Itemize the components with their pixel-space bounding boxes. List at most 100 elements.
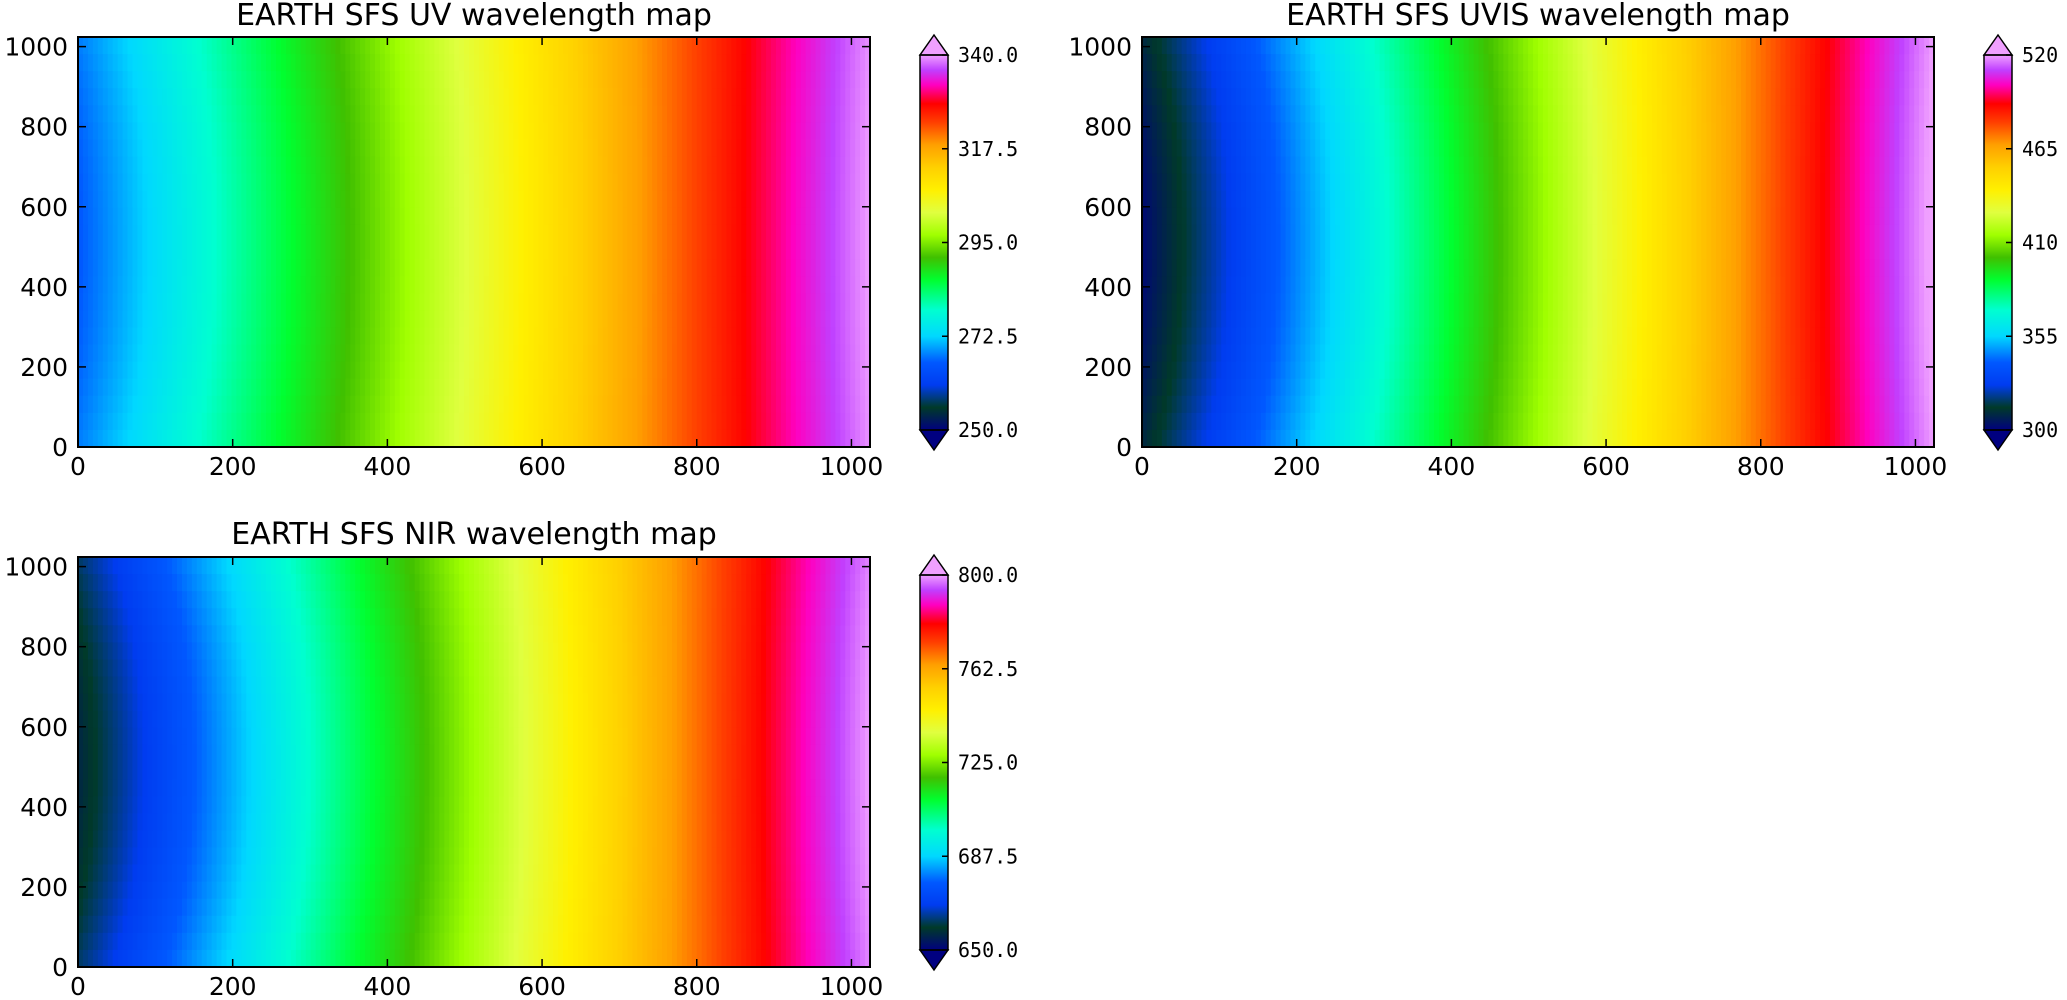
uv-heatmap-cell [82, 412, 89, 431]
uv-heatmap-cell [444, 88, 450, 106]
uv-heatmap-cell [761, 224, 767, 243]
uv-heatmap-cell [508, 54, 515, 72]
uv-heatmap-cell [107, 139, 114, 158]
uv-heatmap-cell [276, 395, 282, 414]
uv-heatmap-cell [107, 71, 114, 89]
uv-heatmap-cell [419, 37, 426, 55]
uv-heatmap-cell [751, 259, 757, 277]
uv-heatmap-cell [686, 293, 693, 311]
uv-heatmap-cell [731, 71, 737, 89]
uv-heatmap-cell [389, 242, 396, 260]
uv-heatmap-cell [810, 429, 817, 448]
uv-heatmap-cell [78, 395, 84, 414]
uv-heatmap-cell [637, 122, 643, 141]
uv-heatmap-cell [761, 293, 767, 311]
uv-heatmap-cell [142, 71, 148, 89]
uv-heatmap-cell [518, 395, 525, 414]
uv-heatmap-cell [152, 122, 158, 141]
uvis-heatmap-cell [1572, 88, 1579, 106]
uvis-heatmap-cell [1874, 37, 1881, 55]
uvis-heatmap-cell [1810, 88, 1816, 106]
uv-heatmap-cell [295, 71, 302, 89]
uvis-heatmap-cell [1607, 88, 1613, 106]
uv-heatmap-cell [855, 259, 861, 277]
uv-heatmap-cell [82, 378, 89, 397]
uv-heatmap-cell [716, 54, 723, 72]
uv-heatmap-cell [558, 54, 564, 72]
uv-heatmap-cell [642, 88, 648, 106]
uv-heatmap-cell [800, 412, 807, 431]
uvis-heatmap-cell [1201, 105, 1207, 124]
uv-heatmap-cell [424, 395, 431, 414]
uv-heatmap-cell [399, 361, 406, 380]
uv-heatmap-cell [568, 378, 574, 397]
uv-heatmap-cell [211, 224, 218, 243]
uv-heatmap-cell [612, 139, 619, 158]
uv-heatmap-cell [137, 122, 143, 141]
uv-heatmap-cell [271, 412, 277, 431]
uv-heatmap-cell [835, 276, 841, 294]
uv-heatmap-cell [582, 54, 589, 72]
uvis-heatmap-cell [1528, 139, 1534, 158]
uv-heatmap-cell [469, 173, 475, 192]
uvis-heatmap-cell [1849, 105, 1856, 124]
uv-heatmap-cell [246, 156, 252, 175]
uv-heatmap-cell [483, 344, 490, 363]
uv-heatmap-cell [236, 259, 242, 277]
uv-heatmap-cell [172, 293, 178, 311]
uv-heatmap-cell [860, 156, 866, 175]
uv-heatmap-cell [736, 207, 742, 226]
uv-heatmap-cell [672, 139, 678, 158]
uvis-heatmap-cell [1557, 122, 1564, 141]
uvis-heatmap-cell [1325, 139, 1331, 158]
uv-heatmap-cell [483, 378, 490, 397]
uv-heatmap-cell [305, 122, 312, 141]
uv-heatmap-cell [795, 429, 802, 448]
uvis-heatmap-cell [1810, 122, 1816, 141]
uv-heatmap-cell [206, 54, 213, 72]
uv-heatmap-cell [736, 224, 742, 243]
uv-heatmap-cell [241, 242, 247, 260]
uv-heatmap-cell [384, 395, 391, 414]
uvis-heatmap-cell [1894, 105, 1900, 124]
uv-heatmap-cell [518, 293, 525, 311]
uv-heatmap-cell [533, 429, 539, 448]
uvis-heatmap-cell [1671, 37, 1678, 55]
uv-heatmap-cell [726, 293, 732, 311]
uv-heatmap-cell [295, 293, 302, 311]
uv-heatmap-cell [87, 190, 94, 209]
uvis-heatmap-cell [1671, 105, 1678, 124]
uv-heatmap-cell [162, 122, 168, 141]
uv-heatmap-cell [261, 378, 267, 397]
uv-heatmap-cell [191, 395, 198, 414]
uv-heatmap-cell [632, 378, 638, 397]
uv-heatmap-cell [592, 207, 599, 226]
uvis-heatmap-cell [1701, 71, 1707, 89]
uv-heatmap-cell [805, 54, 812, 72]
uvis-heatmap-cell [1914, 37, 1920, 55]
uv-heatmap-cell [409, 378, 416, 397]
uv-heatmap-cell [444, 344, 450, 363]
uv-heatmap-cell [325, 429, 332, 448]
uvis-heatmap-cell [1567, 71, 1574, 89]
uvis-heatmap-cell [1637, 37, 1643, 55]
uv-heatmap-cell [276, 310, 282, 329]
uv-heatmap-cell [855, 105, 861, 124]
uv-heatmap-cell [454, 378, 460, 397]
uv-heatmap-cell [741, 259, 747, 277]
uv-heatmap-cell [221, 88, 228, 106]
uv-heatmap-cell [518, 224, 525, 243]
uv-heatmap-cell [865, 242, 871, 260]
uv-heatmap-cell [667, 190, 673, 209]
uv-heatmap-cell [449, 190, 455, 209]
uvis-heatmap-cell [1879, 105, 1886, 124]
uvis-heatmap-cell [1810, 139, 1816, 158]
uvis-heatmap-cell [1374, 139, 1381, 158]
uv-heatmap-cell [177, 54, 183, 72]
uv-heatmap-cell [177, 71, 183, 89]
uv-heatmap-cell [780, 412, 787, 431]
uvis-heatmap-cell [1721, 54, 1727, 72]
uvis-heatmap-cell [1701, 54, 1707, 72]
uv-heatmap-cell [464, 207, 470, 226]
uv-heatmap-cell [290, 361, 297, 380]
